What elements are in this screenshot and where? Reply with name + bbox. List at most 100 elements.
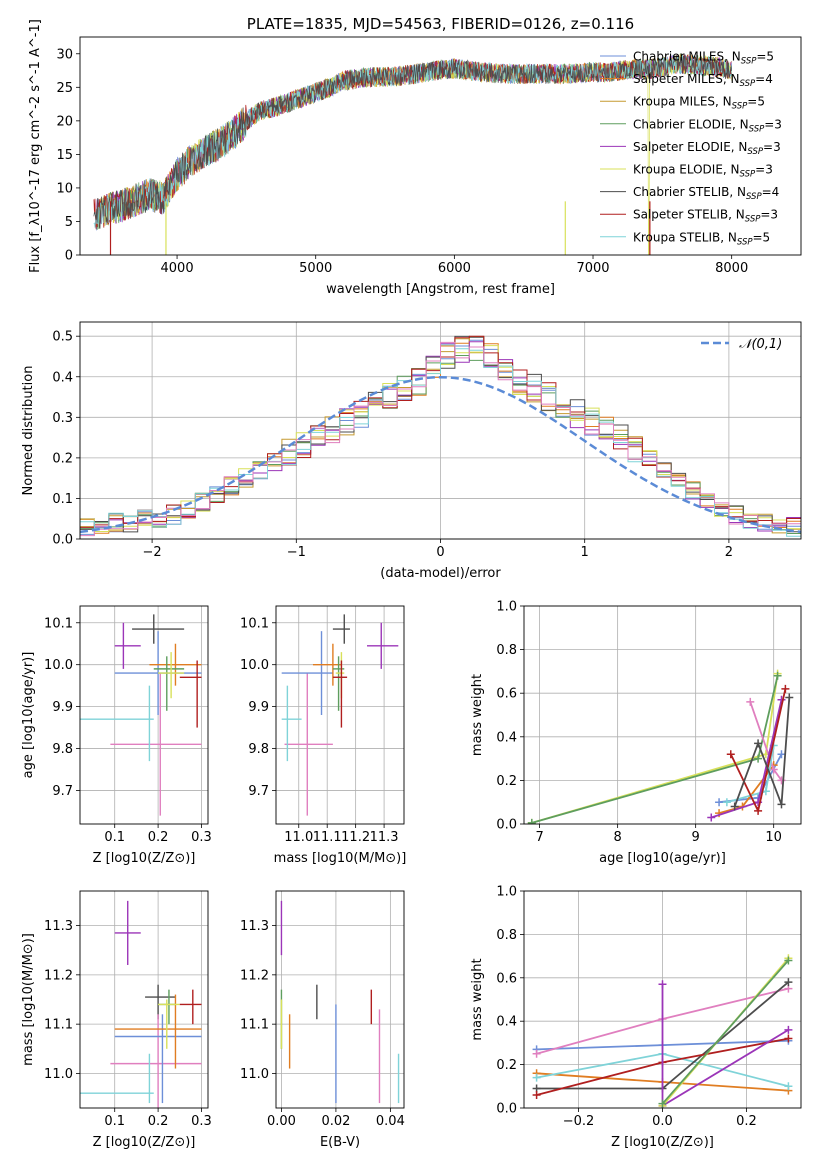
y-tick-label: 1.0 — [496, 600, 517, 615]
y-tick-label: 9.8 — [248, 742, 269, 757]
data-point-marker — [532, 1090, 541, 1099]
legend-label: Chabrier ELODIE, NSSP=3 — [633, 117, 782, 134]
legend-label: Chabrier MILES, NSSP=5 — [633, 50, 774, 67]
y-tick-label: 0.5 — [52, 330, 73, 345]
data-point-marker — [784, 956, 793, 965]
y-tick-label: 11.0 — [44, 1067, 73, 1082]
x-axis-label: mass [log10(M/M⊙)] — [274, 851, 407, 866]
legend-label: Salpeter ELODIE, NSSP=3 — [633, 140, 781, 157]
data-point-marker — [726, 750, 735, 759]
spectrum-series-line — [93, 54, 733, 229]
x-axis-label: Z [log10(Z/Z⊙)] — [93, 851, 196, 866]
y-tick-label: 30 — [56, 47, 73, 62]
y-tick-label: 11.1 — [240, 1018, 269, 1033]
x-tick-label: 0.2 — [736, 1114, 757, 1129]
data-point-marker — [658, 980, 667, 989]
x-axis-label: (data-model)/error — [380, 566, 501, 581]
chart-title: PLATE=1835, MJD=54563, FIBERID=0126, z=0… — [247, 15, 634, 33]
axes-frame — [79, 890, 209, 1109]
y-tick-label: 9.7 — [248, 784, 269, 799]
y-tick-label: 0.4 — [496, 730, 517, 745]
panel-mass-weight-vs-age: 7 8 9 10 0.0 0.2 0.4 0.6 0.8 1.0 age [log10(age/yr… — [470, 600, 802, 866]
x-tick-label: 0 — [436, 545, 444, 560]
data-point-marker — [777, 776, 786, 785]
y-tick-label: 0.4 — [496, 1015, 517, 1030]
legend-label: Kroupa ELODIE, NSSP=3 — [633, 163, 773, 180]
y-tick-label: 9.8 — [52, 742, 73, 757]
axes-frame — [523, 890, 802, 1109]
y-tick-label: 5 — [65, 215, 73, 230]
panel-age-vs-Z: 0.1 0.2 0.3 9.7 9.8 9.9 10.0 10.1 Z [log10(Z/Z⊙)… — [21, 605, 212, 866]
plot-area — [527, 669, 794, 824]
y-tick-label: 10.0 — [44, 658, 73, 673]
x-tick-label: 0.1 — [104, 830, 125, 845]
x-tick-label: 11.2 — [341, 830, 370, 845]
plot-area — [80, 614, 202, 816]
data-point-marker — [754, 754, 763, 763]
x-tick-label: 0.3 — [191, 1114, 212, 1129]
data-point-marker — [769, 765, 778, 774]
x-axis-label: age [log10(age/yr)] — [599, 851, 726, 866]
x-tick-label: 0.2 — [148, 830, 169, 845]
x-tick-label: 8 — [613, 830, 621, 845]
data-point-marker — [527, 818, 536, 824]
y-tick-label: 9.7 — [52, 784, 73, 799]
data-point-marker — [658, 1099, 667, 1108]
y-tick-label: 11.1 — [44, 1018, 73, 1033]
spectrum-series-line — [93, 54, 733, 228]
x-tick-label: 11.0 — [284, 830, 313, 845]
data-point-marker — [746, 697, 755, 706]
data-point-marker — [754, 806, 763, 815]
y-tick-label: 9.9 — [248, 700, 269, 715]
plot-area — [281, 614, 399, 816]
x-axis-label: Z [log10(Z/Z⊙)] — [93, 1135, 196, 1150]
legend-label: Kroupa STELIB, NSSP=5 — [633, 230, 770, 247]
plot-area — [93, 52, 733, 255]
y-axis-label: age [log10(age/yr)] — [21, 652, 36, 779]
x-tick-label: 0.0 — [652, 1114, 673, 1129]
x-axis-label: Z [log10(Z/Z⊙)] — [611, 1135, 714, 1150]
x-tick-label: 0.02 — [321, 1114, 350, 1129]
histogram-step — [80, 341, 801, 539]
data-point-marker — [777, 750, 786, 759]
data-point-marker — [532, 1073, 541, 1082]
data-point-marker — [785, 693, 794, 702]
x-tick-label: 1 — [581, 545, 589, 560]
y-axis-label: mass [log10(M/M⊙)] — [21, 933, 36, 1066]
data-point-marker — [707, 813, 716, 822]
x-tick-label: 9 — [692, 830, 700, 845]
plot-area — [532, 954, 793, 1108]
y-tick-label: 11.3 — [44, 919, 73, 934]
x-tick-label: −2 — [143, 545, 162, 560]
y-axis-label: mass weight — [470, 674, 485, 756]
y-axis-label: Normed distribution — [21, 366, 36, 496]
data-point-marker — [773, 671, 782, 680]
normal-reference-curve — [80, 375, 801, 534]
y-tick-label: 25 — [56, 81, 73, 96]
y-tick-label: 0.2 — [496, 774, 517, 789]
axes-frame — [79, 321, 802, 540]
mass-weight-line — [531, 675, 779, 824]
mass-weight-line — [733, 697, 791, 807]
legend-label: 𝒩(0,1) — [739, 337, 782, 352]
y-tick-label: 20 — [56, 114, 73, 129]
x-tick-label: 7000 — [576, 261, 609, 276]
data-point-marker — [784, 1034, 793, 1043]
data-point-marker — [777, 800, 786, 809]
data-point-marker — [784, 1082, 793, 1091]
panel-age-vs-mass: 11.0 11.1 11.2 11.3 9.7 9.8 9.9 10.0 10.1 mass [l… — [240, 605, 407, 866]
data-point-marker — [730, 802, 739, 811]
x-tick-label: 0.3 — [191, 830, 212, 845]
x-tick-label: 0.2 — [148, 1114, 169, 1129]
y-tick-label: 10.1 — [44, 616, 73, 631]
x-tick-label: 0.1 — [104, 1114, 125, 1129]
panel-mass-vs-EBV: 0.00 0.02 0.04 11.0 11.1 11.2 11.3 E(B-V) — [240, 890, 405, 1150]
y-tick-label: 10 — [56, 181, 73, 196]
y-tick-label: 1.0 — [496, 885, 517, 900]
y-tick-label: 0.0 — [52, 533, 73, 548]
y-tick-label: 11.2 — [44, 968, 73, 983]
y-tick-label: 10.1 — [240, 616, 269, 631]
y-tick-label: 0.1 — [52, 492, 73, 507]
data-point-marker — [784, 978, 793, 987]
